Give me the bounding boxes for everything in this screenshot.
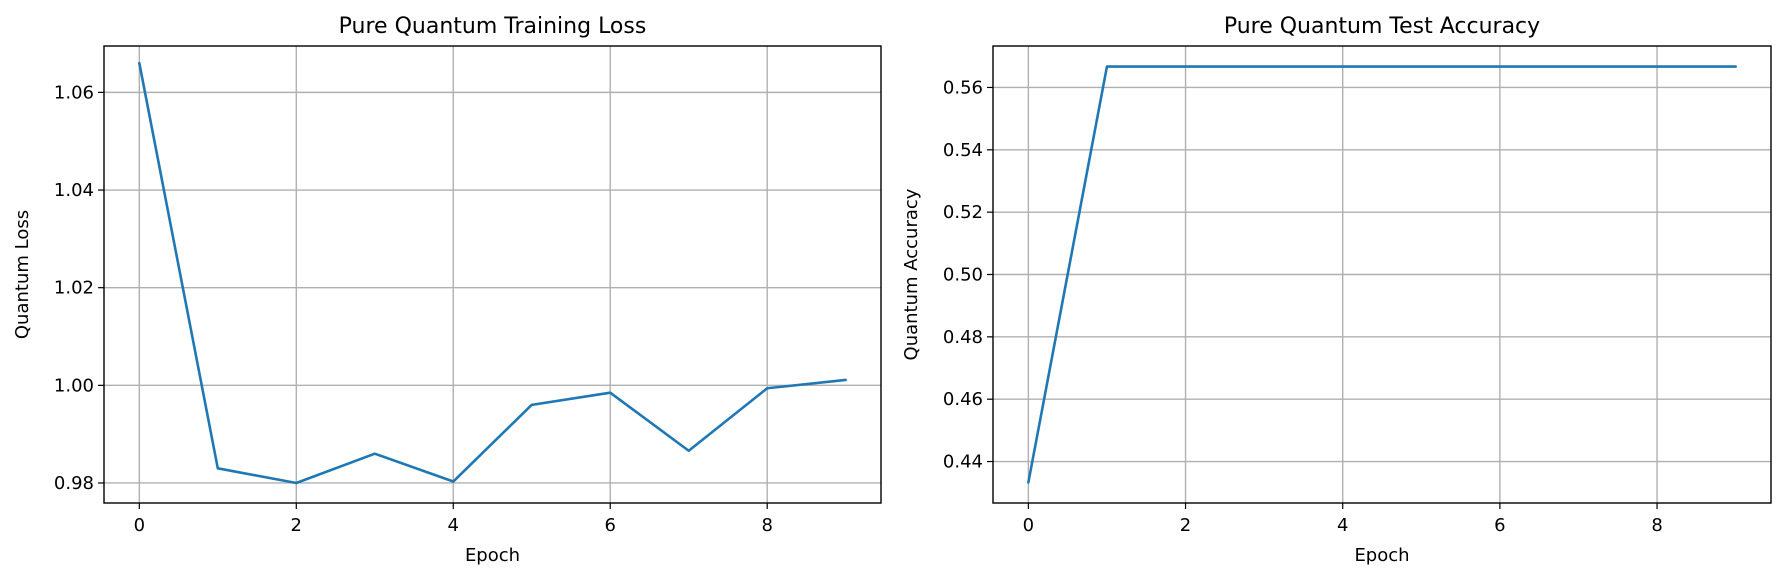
training-loss-title: Pure Quantum Training Loss xyxy=(339,14,647,39)
test-accuracy-y-tick-label: 0.46 xyxy=(943,389,983,410)
test-accuracy-title: Pure Quantum Test Accuracy xyxy=(1224,14,1540,39)
training-loss-y-tick-label: 0.98 xyxy=(54,473,94,494)
training-loss-series xyxy=(138,61,847,485)
training-loss-y-tick-label: 1.06 xyxy=(54,82,94,103)
test-accuracy-panel: 0 2 4 6 8 0.44 0.46 0.48 0.50 0.52 0.54 0.56 Pure Q… xyxy=(901,14,1772,566)
test-accuracy-series-line xyxy=(1027,65,1737,484)
training-loss-axes-frame xyxy=(103,45,882,504)
training-loss-y-axis-label: Quantum Loss xyxy=(12,210,33,339)
training-loss-x-tick-label: 8 xyxy=(761,515,772,536)
test-accuracy-y-tick-label: 0.52 xyxy=(943,202,983,223)
test-accuracy-x-tick-label: 2 xyxy=(1180,515,1191,536)
training-loss-x-tick-label: 2 xyxy=(291,515,302,536)
training-loss-y-tick-label: 1.02 xyxy=(54,278,94,299)
training-loss-x-tick-label: 6 xyxy=(605,515,616,536)
training-loss-y-tick-label: 1.04 xyxy=(54,180,94,201)
training-loss-grid xyxy=(104,46,881,503)
test-accuracy-series xyxy=(1027,65,1737,484)
training-loss-x-tick-label: 4 xyxy=(448,515,459,536)
training-loss-x-axis-label: Epoch xyxy=(465,545,520,566)
test-accuracy-y-axis-label: Quantum Accuracy xyxy=(901,188,922,360)
test-accuracy-ticks: 0 2 4 6 8 0.44 0.46 0.48 0.50 0.52 0.54 0.56 xyxy=(943,77,1663,536)
test-accuracy-y-tick-label: 0.44 xyxy=(943,452,983,473)
test-accuracy-x-tick-label: 0 xyxy=(1023,515,1034,536)
test-accuracy-y-tick-label: 0.48 xyxy=(943,327,983,348)
training-loss-x-tick-label: 0 xyxy=(134,515,145,536)
test-accuracy-grid xyxy=(993,46,1771,503)
test-accuracy-x-axis-label: Epoch xyxy=(1354,545,1409,566)
test-accuracy-y-tick-label: 0.50 xyxy=(943,265,983,286)
test-accuracy-y-tick-label: 0.54 xyxy=(943,140,983,161)
training-loss-series-line xyxy=(138,61,847,485)
training-loss-ticks: 0 2 4 6 8 0.98 1.00 1.02 1.04 1.06 xyxy=(54,82,773,536)
training-loss-y-tick-label: 1.00 xyxy=(54,375,94,396)
test-accuracy-x-tick-label: 8 xyxy=(1651,515,1662,536)
training-loss-panel: 0 2 4 6 8 0.98 1.00 1.02 1.04 1.06 Pure Quantum T… xyxy=(12,14,882,566)
test-accuracy-y-tick-label: 0.56 xyxy=(943,77,983,98)
test-accuracy-x-tick-label: 6 xyxy=(1494,515,1505,536)
test-accuracy-x-tick-label: 4 xyxy=(1337,515,1348,536)
